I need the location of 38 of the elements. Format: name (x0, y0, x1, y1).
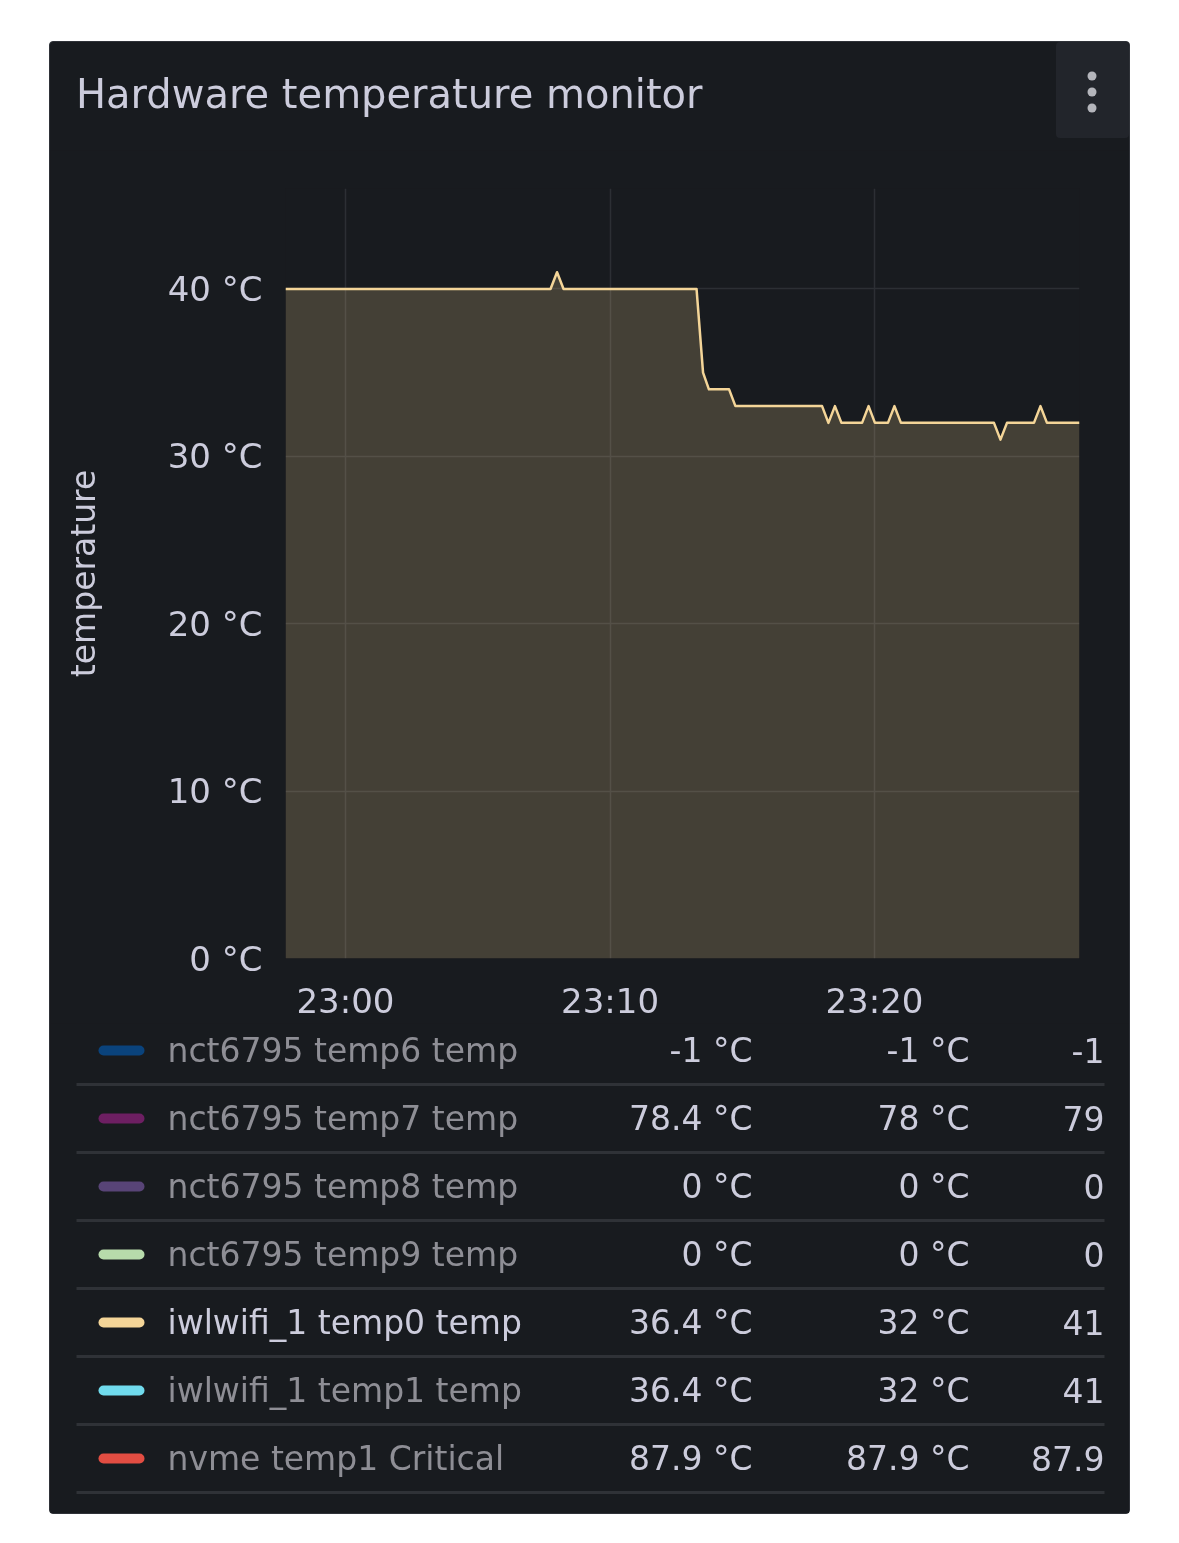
chart-title: Hardware temperature monitor (75, 70, 703, 119)
x-tick-label: 23:10 (561, 980, 660, 1021)
legend-label: nct6795 temp6 temp (167, 1031, 519, 1070)
y-tick-label: 20 °C (167, 603, 263, 644)
text: -1 °C (886, 1031, 970, 1070)
text: -1 (1071, 1032, 1105, 1071)
text: 87.9 °C (845, 1439, 970, 1478)
text: 79 (1062, 1100, 1105, 1139)
legend-label: nct6795 temp7 temp (167, 1099, 519, 1138)
text: 87.9 °C (628, 1439, 753, 1478)
text: 36.4 °C (628, 1303, 753, 1342)
x-tick-label: 23:00 (296, 980, 395, 1021)
y-tick-label: 0 °C (189, 938, 263, 979)
legend-label: iwlwifi_1 temp1 temp (167, 1371, 522, 1410)
text: 87.9 (1031, 1440, 1105, 1479)
text: 41 (1062, 1372, 1105, 1411)
text: 0 °C (898, 1167, 970, 1206)
text: 78 °C (877, 1099, 970, 1138)
y-tick-label: 10 °C (167, 771, 263, 812)
text: -1 °C (669, 1031, 753, 1070)
legend-label: nct6795 temp9 temp (167, 1235, 519, 1274)
text: 0 °C (681, 1235, 753, 1274)
text: 0 °C (898, 1235, 970, 1274)
x-tick-label: 23:20 (825, 980, 924, 1021)
text: 0 (1083, 1168, 1105, 1207)
y-tick-label: 30 °C (167, 436, 263, 477)
legend-label: nct6795 temp8 temp (167, 1167, 519, 1206)
y-tick-label: 40 °C (167, 268, 263, 309)
text: 41 (1062, 1304, 1105, 1343)
legend-label: nvme temp1 Critical (167, 1439, 505, 1478)
text: 0 °C (681, 1167, 753, 1206)
y-axis-title: temperature (63, 469, 103, 678)
legend-label: iwlwifi_1 temp0 temp (167, 1303, 522, 1342)
text: 36.4 °C (628, 1371, 753, 1410)
text: 32 °C (877, 1303, 970, 1342)
text: 0 (1083, 1236, 1105, 1275)
text: 32 °C (877, 1371, 970, 1410)
text: 78.4 °C (628, 1099, 753, 1138)
